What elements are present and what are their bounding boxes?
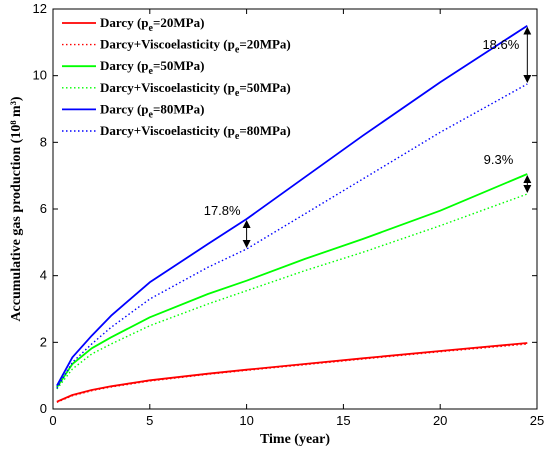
y-tick-label: 0 — [40, 401, 47, 416]
legend: Darcy (pe=20MPa)Darcy+Viscoelasticity (p… — [62, 15, 291, 142]
legend-label-subscript: e — [149, 66, 154, 77]
series-line-0 — [56, 342, 528, 403]
legend-label-prefix: Darcy (p — [100, 101, 149, 116]
legend-label-5: Darcy+Viscoelasticity (pe=80MPa) — [100, 123, 291, 142]
y-tick-label: 4 — [40, 268, 47, 283]
legend-label-3: Darcy+Viscoelasticity (pe=50MPa) — [100, 80, 291, 99]
axis-ticks: 0 5 10 15 20 25 0 2 4 6 8 10 12 — [33, 1, 545, 428]
legend-label-prefix: Darcy+Viscoelasticity (p — [100, 80, 235, 95]
legend-label-prefix: Darcy+Viscoelasticity (p — [100, 123, 235, 138]
series-line-5 — [56, 83, 528, 389]
legend-label-prefix: Darcy (p — [100, 15, 149, 30]
annotation-label: 18.6% — [482, 37, 519, 52]
legend-label-suffix: =80MPa) — [239, 123, 290, 138]
x-tick-label: 0 — [49, 413, 56, 428]
y-tick-label: 6 — [40, 201, 47, 216]
series-line-2 — [56, 173, 528, 388]
legend-label-subscript: e — [235, 45, 240, 56]
y-tick-label: 12 — [33, 1, 47, 16]
legend-label-prefix: Darcy+Viscoelasticity (p — [100, 37, 235, 52]
series-line-3 — [56, 193, 528, 390]
legend-label-2: Darcy (pe=50MPa) — [100, 58, 204, 77]
y-axis-title: Accumulative gas production (10⁸ m³) — [9, 96, 24, 321]
x-tick-label: 20 — [433, 413, 447, 428]
legend-label-1: Darcy+Viscoelasticity (pe=20MPa) — [100, 37, 291, 56]
plot-layer — [56, 24, 528, 403]
legend-label-prefix: Darcy (p — [100, 58, 149, 73]
y-tick-label: 10 — [33, 68, 47, 83]
x-axis-title: Time (year) — [260, 432, 330, 447]
annotations: 17.8% 9.3% 18.6% — [204, 26, 532, 248]
legend-label-suffix: =20MPa) — [153, 15, 204, 30]
legend-label-0: Darcy (pe=20MPa) — [100, 15, 204, 34]
y-tick-label: 8 — [40, 134, 47, 149]
legend-label-suffix: =50MPa) — [239, 80, 290, 95]
legend-label-suffix: =50MPa) — [153, 58, 204, 73]
x-tick-label: 5 — [146, 413, 153, 428]
legend-label-subscript: e — [235, 131, 240, 142]
legend-label-4: Darcy (pe=80MPa) — [100, 101, 204, 120]
legend-label-subscript: e — [235, 88, 240, 99]
series-line-4 — [56, 24, 528, 387]
annotation-label: 9.3% — [484, 152, 514, 167]
legend-label-subscript: e — [149, 109, 154, 120]
x-tick-label: 10 — [239, 413, 253, 428]
y-tick-label: 2 — [40, 334, 47, 349]
x-tick-label: 25 — [530, 413, 544, 428]
plot-frame — [52, 8, 538, 410]
x-tick-label: 15 — [336, 413, 350, 428]
legend-label-suffix: =80MPa) — [153, 101, 204, 116]
legend-label-subscript: e — [149, 23, 154, 34]
annotation-label: 17.8% — [204, 203, 241, 218]
legend-label-suffix: =20MPa) — [239, 37, 290, 52]
